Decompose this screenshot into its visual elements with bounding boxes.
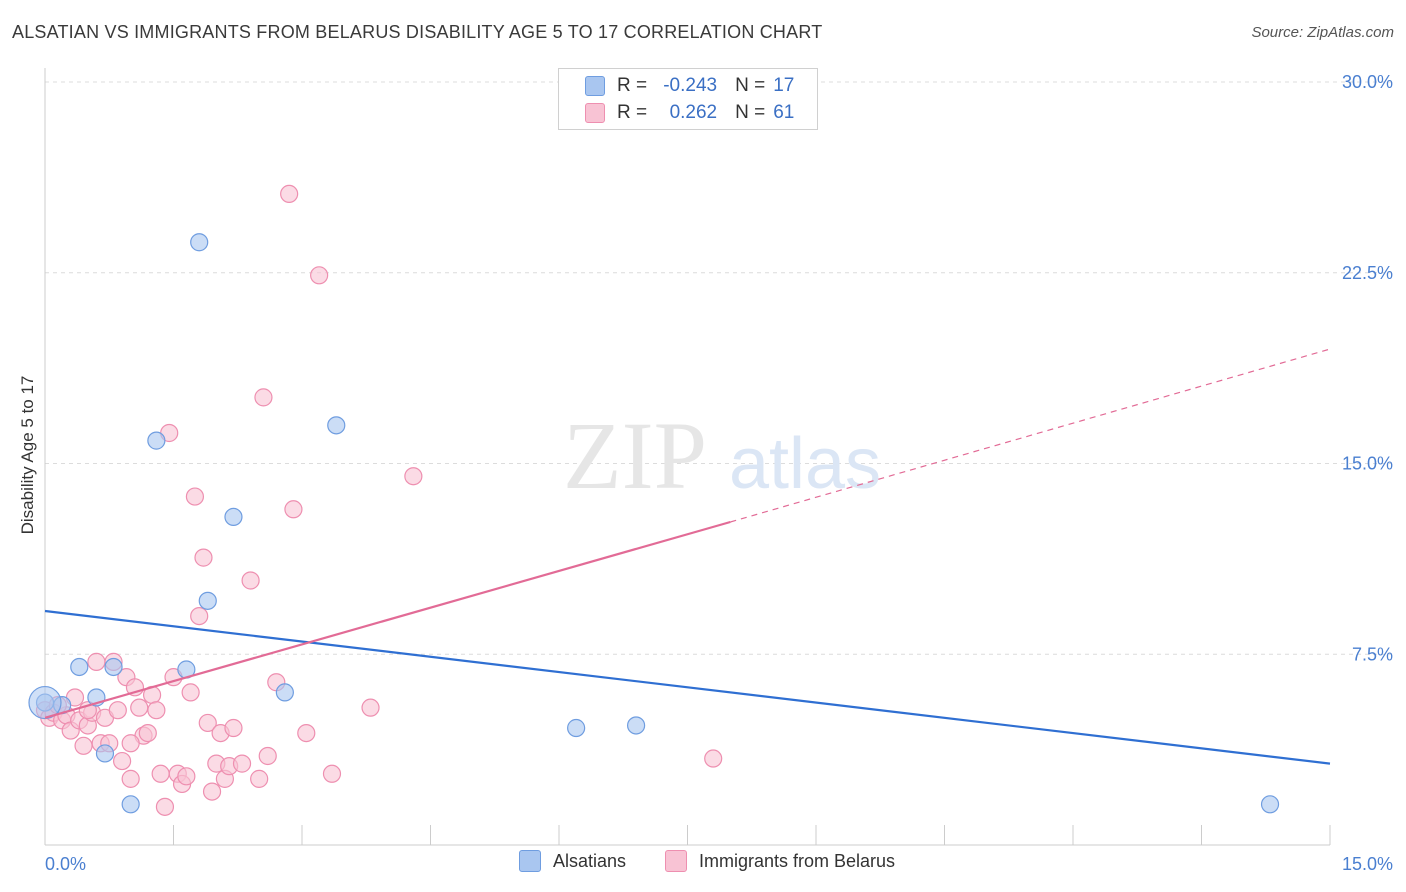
legend-swatch-belarus <box>665 850 687 872</box>
trend-lines <box>44 348 1331 765</box>
trend-line-belarus-extension <box>730 348 1331 523</box>
stats-n-value: 61 <box>773 102 795 123</box>
trend-line-belarus <box>44 520 731 719</box>
watermark: ZIP atlas <box>563 402 881 509</box>
data-point <box>155 797 175 816</box>
stats-r-value: 0.262 <box>669 102 718 123</box>
data-point <box>147 701 166 720</box>
stats-swatch-alsatians <box>585 76 605 96</box>
data-point <box>28 685 62 720</box>
data-point <box>202 782 222 801</box>
data-point <box>224 507 243 527</box>
chart-title: ALSATIAN VS IMMIGRANTS FROM BELARUS DISA… <box>12 22 823 42</box>
stats-r-value: -0.243 <box>663 75 718 96</box>
y-tick-label: 15.0% <box>1342 454 1393 474</box>
data-point <box>404 467 423 486</box>
data-point <box>130 698 149 717</box>
stats-n-label: N = <box>735 75 766 96</box>
data-point <box>104 657 123 677</box>
y-tick-label: 7.5% <box>1352 644 1393 664</box>
data-point <box>95 744 115 763</box>
legend-label-belarus: Immigrants from Belarus <box>699 850 896 871</box>
legend-swatch-alsatians <box>519 850 541 872</box>
watermark-atlas: atlas <box>729 424 881 504</box>
data-point <box>567 718 586 738</box>
data-point <box>224 718 243 738</box>
data-point <box>74 736 93 755</box>
data-point <box>177 767 196 786</box>
stats-row-belarus: R = 0.262 N = 61 <box>585 100 794 126</box>
data-point <box>121 769 140 788</box>
data-points <box>28 184 1280 816</box>
stats-row-alsatians: R = -0.243 N = 17 <box>585 73 794 99</box>
data-point <box>198 713 217 733</box>
stats-n-value: 17 <box>773 75 795 96</box>
legend-label-alsatians: Alsatians <box>553 850 627 871</box>
stats-swatch-belarus <box>585 103 605 123</box>
grid-lines <box>45 81 1392 655</box>
data-point <box>275 683 294 702</box>
data-point <box>198 591 217 610</box>
data-point <box>112 751 132 771</box>
data-point <box>232 754 252 773</box>
x-tick-label: 15.0% <box>1342 854 1393 874</box>
data-point <box>704 749 723 768</box>
data-point <box>241 571 260 590</box>
data-point <box>322 764 342 783</box>
x-tick-label: 0.0% <box>45 854 86 874</box>
bottom-legend: Alsatians Immigrants from Belarus <box>0 850 1406 880</box>
data-point <box>297 723 316 743</box>
legend-item-belarus[interactable]: Immigrants from Belarus <box>665 850 895 872</box>
data-point <box>327 416 346 435</box>
trend-line-alsatians <box>44 609 1331 765</box>
data-point <box>258 746 277 766</box>
tick-labels: 7.5% 15.0% 22.5% 30.0% 0.0% 15.0% <box>45 72 1393 874</box>
data-point <box>181 683 200 702</box>
data-point <box>151 764 170 783</box>
data-point <box>190 233 209 252</box>
y-tick-label: 30.0% <box>1342 72 1393 92</box>
data-point <box>108 701 127 720</box>
data-point <box>147 431 166 450</box>
data-point <box>1260 795 1280 814</box>
stats-r-label: R = <box>617 102 648 123</box>
data-point <box>250 769 269 788</box>
legend-item-alsatians[interactable]: Alsatians <box>519 850 626 872</box>
data-point <box>310 266 329 285</box>
y-tick-label: 22.5% <box>1342 263 1393 283</box>
data-point <box>121 795 140 814</box>
data-point <box>138 723 157 743</box>
axes <box>44 68 1331 846</box>
data-point <box>87 652 106 671</box>
data-point <box>194 548 213 567</box>
data-point <box>626 716 646 735</box>
data-point <box>361 698 380 717</box>
data-point <box>284 500 303 519</box>
stats-n-label: N = <box>735 102 766 123</box>
watermark-zip: ZIP <box>563 402 707 509</box>
stats-legend: R = -0.243 N = 17 R = 0.262 N = 61 <box>558 68 818 130</box>
data-point <box>280 184 299 204</box>
data-point <box>121 734 140 753</box>
data-point <box>185 487 205 506</box>
stats-r-label: R = <box>617 75 648 96</box>
data-point <box>190 606 209 626</box>
data-point <box>254 388 273 407</box>
source-label: Source: ZipAtlas.com <box>1251 24 1394 41</box>
data-point <box>70 657 89 677</box>
